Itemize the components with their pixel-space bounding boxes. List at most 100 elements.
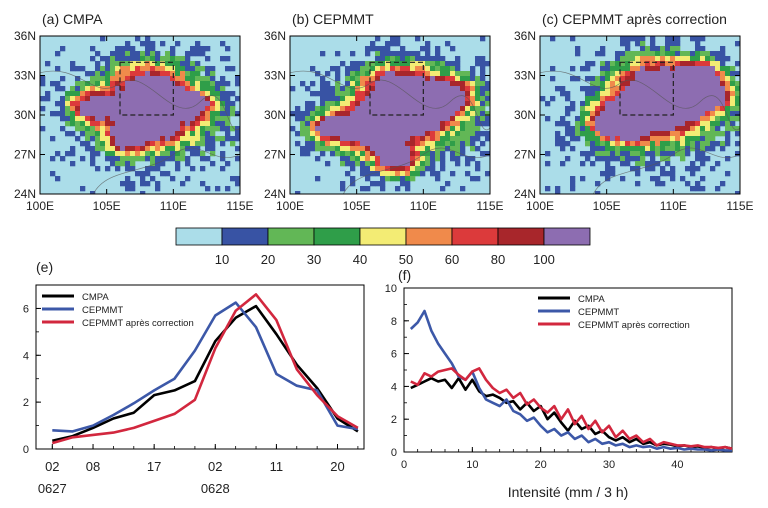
- precip-cell-c-355: [660, 101, 666, 107]
- precip-cell-c-352: [645, 101, 651, 107]
- precip-cell-a-559: [95, 136, 101, 142]
- precip-cell-c-120: [610, 66, 616, 72]
- precip-cell-c-481: [600, 121, 606, 127]
- precip-cell-b-209: [350, 86, 356, 92]
- precip-cell-a-263: [175, 91, 181, 97]
- precip-cell-a-27: [110, 51, 116, 57]
- precip-cell-b-110: [345, 71, 351, 77]
- precip-cell-b-248: [365, 91, 371, 97]
- precip-cell-a-202: [210, 81, 216, 87]
- precip-cell-a-378: [205, 106, 211, 112]
- precip-cell-a-40: [190, 51, 196, 57]
- precip-cell-b-519: [405, 126, 411, 132]
- precip-cell-c-463: [690, 116, 696, 122]
- precip-cell-b-262: [435, 91, 441, 97]
- precip-cell-a-381: [220, 106, 226, 112]
- precip-cell-b-710: [485, 151, 490, 157]
- precip-cell-b-95: [410, 66, 416, 72]
- precip-cell-b-10: [445, 41, 451, 47]
- precip-cell-b-20: [450, 46, 456, 52]
- precip-cell-b-340: [475, 101, 481, 107]
- precip-cell-b-425: [320, 116, 326, 122]
- precip-cell-b-3: [415, 36, 421, 42]
- precip-cell-b-534: [295, 131, 301, 137]
- precip-cell-b-687: [350, 151, 356, 157]
- precip-cell-c-237: [560, 86, 566, 92]
- precip-cell-c-617: [615, 141, 621, 147]
- precip-cell-c-676: [610, 151, 616, 157]
- precip-cell-b-116: [375, 71, 381, 77]
- precip-cell-a-506: [150, 126, 156, 132]
- precip-cell-c-21: [675, 41, 681, 47]
- precip-cell-b-2: [395, 36, 401, 42]
- precip-cell-a-594: [115, 141, 121, 147]
- precip-cell-b-468: [345, 121, 351, 127]
- precip-cell-a-628: [140, 146, 146, 152]
- precip-cell-b-516: [390, 126, 396, 132]
- precip-cell-c-198: [695, 76, 701, 82]
- precip-cell-a-33: [140, 51, 146, 57]
- precip-cell-b-452: [455, 116, 461, 122]
- precip-cell-a-706: [210, 161, 216, 167]
- precip-cell-a-418: [220, 111, 226, 117]
- precip-cell-b-554: [395, 131, 401, 137]
- precip-cell-c-111: [715, 61, 721, 67]
- precip-cell-c-423: [665, 111, 671, 117]
- precip-cell-a-751: [140, 191, 146, 194]
- precip-cell-c-403: [730, 106, 736, 112]
- precip-cell-b-41: [400, 56, 406, 62]
- precip-cell-c-558: [640, 131, 646, 137]
- precip-cell-a-97: [125, 66, 131, 72]
- precip-cell-c-266: [720, 86, 726, 92]
- precip-cell-c-383: [630, 106, 636, 112]
- precip-cell-c-424: [670, 111, 676, 117]
- precip-cell-c-538: [715, 126, 721, 132]
- precip-cell-b-553: [390, 131, 396, 137]
- precip-cell-c-635: [705, 141, 711, 147]
- precip-cell-c-342: [595, 101, 601, 107]
- precip-cell-b-466: [335, 121, 341, 127]
- precip-cell-c-413: [615, 111, 621, 117]
- precip-cell-c-392: [675, 106, 681, 112]
- precip-cell-b-691: [370, 151, 376, 157]
- precip-cell-a-597: [130, 141, 136, 147]
- precip-cell-c-493: [660, 121, 666, 127]
- precip-cell-b-459: [300, 121, 306, 127]
- precip-cell-b-298: [445, 96, 451, 102]
- precip-cell-b-747: [385, 161, 391, 167]
- precip-cell-a-689: [185, 156, 191, 162]
- precip-cell-b-131: [450, 71, 456, 77]
- precip-cell-c-738: [670, 166, 676, 172]
- precip-cell-c-39: [595, 51, 601, 57]
- precip-cell-a-345: [220, 101, 226, 107]
- precip-cell-b-91: [390, 66, 396, 72]
- precip-cell-b-32: [410, 51, 416, 57]
- precip-cell-b-756: [430, 161, 436, 167]
- colorbar-box-1: [175, 227, 223, 246]
- precip-cell-b-387: [325, 111, 331, 117]
- precip-cell-b-653: [340, 146, 346, 152]
- precip-cell-b-784: [380, 171, 386, 177]
- precip-cell-c-759: [680, 176, 686, 182]
- precip-cell-a-555: [50, 136, 56, 142]
- precip-cell-a-236: [205, 86, 211, 92]
- precip-cell-c-226: [690, 81, 696, 87]
- precip-cell-c-133: [675, 66, 681, 72]
- precip-cell-a-654: [135, 151, 141, 157]
- precip-cell-a-728: [140, 176, 146, 182]
- precip-cell-b-432: [355, 116, 361, 122]
- precip-cell-b-450: [445, 116, 451, 122]
- precip-cell-b-69: [425, 61, 431, 67]
- precip-cell-a-217: [110, 86, 116, 92]
- precip-cell-c-16: [635, 41, 641, 47]
- precip-cell-c-320: [655, 96, 661, 102]
- precip-cell-a-298: [165, 96, 171, 102]
- precip-cell-c-166: [705, 71, 711, 77]
- precip-cell-c-440: [575, 116, 581, 122]
- precip-cell-b-404: [410, 111, 416, 117]
- precip-cell-b-708: [460, 151, 466, 157]
- precip-cell-a-218: [115, 86, 121, 92]
- precip-cell-a-663: [180, 151, 186, 157]
- precip-cell-a-105: [165, 66, 171, 72]
- precip-cell-a-695: [90, 161, 96, 167]
